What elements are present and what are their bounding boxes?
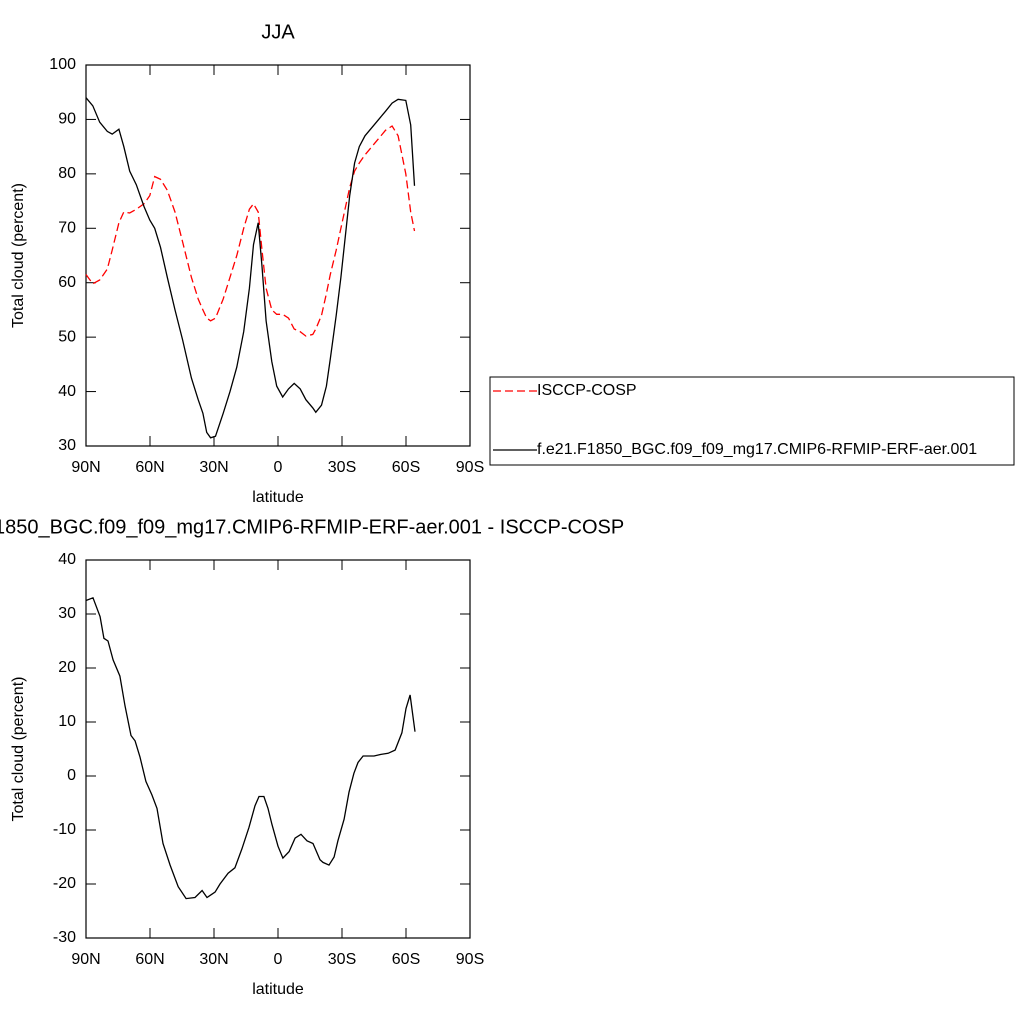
y-tick-label: -20 — [53, 875, 76, 892]
y-tick-label: 90 — [58, 111, 76, 128]
x-tick-label: 60N — [135, 951, 164, 968]
plot-frame — [85, 559, 471, 939]
y-tick-label: 20 — [58, 659, 76, 676]
legend-box — [489, 376, 1015, 466]
y-tick-label: 100 — [49, 56, 76, 73]
y-tick-label: 50 — [58, 328, 76, 345]
chart-title: f.e21.F1850_BGC.f09_f09_mg17.CMIP6-RFMIP… — [0, 516, 624, 538]
y-tick-label: 30 — [58, 437, 76, 454]
data-line — [85, 125, 416, 337]
x-tick-label: 90S — [456, 951, 484, 968]
x-tick-label: 0 — [274, 951, 283, 968]
y-tick-label: 40 — [58, 551, 76, 568]
y-tick-label: 60 — [58, 274, 76, 291]
y-tick-label: 30 — [58, 605, 76, 622]
y-tick-label: 0 — [67, 767, 76, 784]
chart-title: JJA — [261, 21, 295, 43]
x-tick-label: 60S — [392, 951, 420, 968]
y-tick-label: 80 — [58, 165, 76, 182]
x-axis-label: latitude — [252, 489, 304, 506]
x-tick-label: 90S — [456, 459, 484, 476]
x-tick-label: 0 — [274, 459, 283, 476]
x-axis-label: latitude — [252, 981, 304, 998]
data-line — [85, 596, 416, 900]
x-tick-label: 30N — [199, 951, 228, 968]
x-tick-label: 90N — [71, 951, 100, 968]
x-tick-label: 60S — [392, 459, 420, 476]
legend-label: f.e21.F1850_BGC.f09_f09_mg17.CMIP6-RFMIP… — [537, 441, 977, 458]
y-axis-label: Total cloud (percent) — [10, 677, 27, 822]
legend-label: ISCCP-COSP — [537, 382, 637, 399]
x-tick-label: 30S — [328, 459, 356, 476]
plot-frame — [85, 64, 471, 447]
y-axis-label: Total cloud (percent) — [10, 183, 27, 328]
x-tick-label: 90N — [71, 459, 100, 476]
x-tick-label: 60N — [135, 459, 164, 476]
y-tick-label: 10 — [58, 713, 76, 730]
y-tick-label: 70 — [58, 220, 76, 237]
x-tick-label: 30S — [328, 951, 356, 968]
x-tick-label: 30N — [199, 459, 228, 476]
y-tick-label: -10 — [53, 821, 76, 838]
y-tick-label: 40 — [58, 383, 76, 400]
y-tick-label: -30 — [53, 929, 76, 946]
data-line — [85, 97, 416, 439]
